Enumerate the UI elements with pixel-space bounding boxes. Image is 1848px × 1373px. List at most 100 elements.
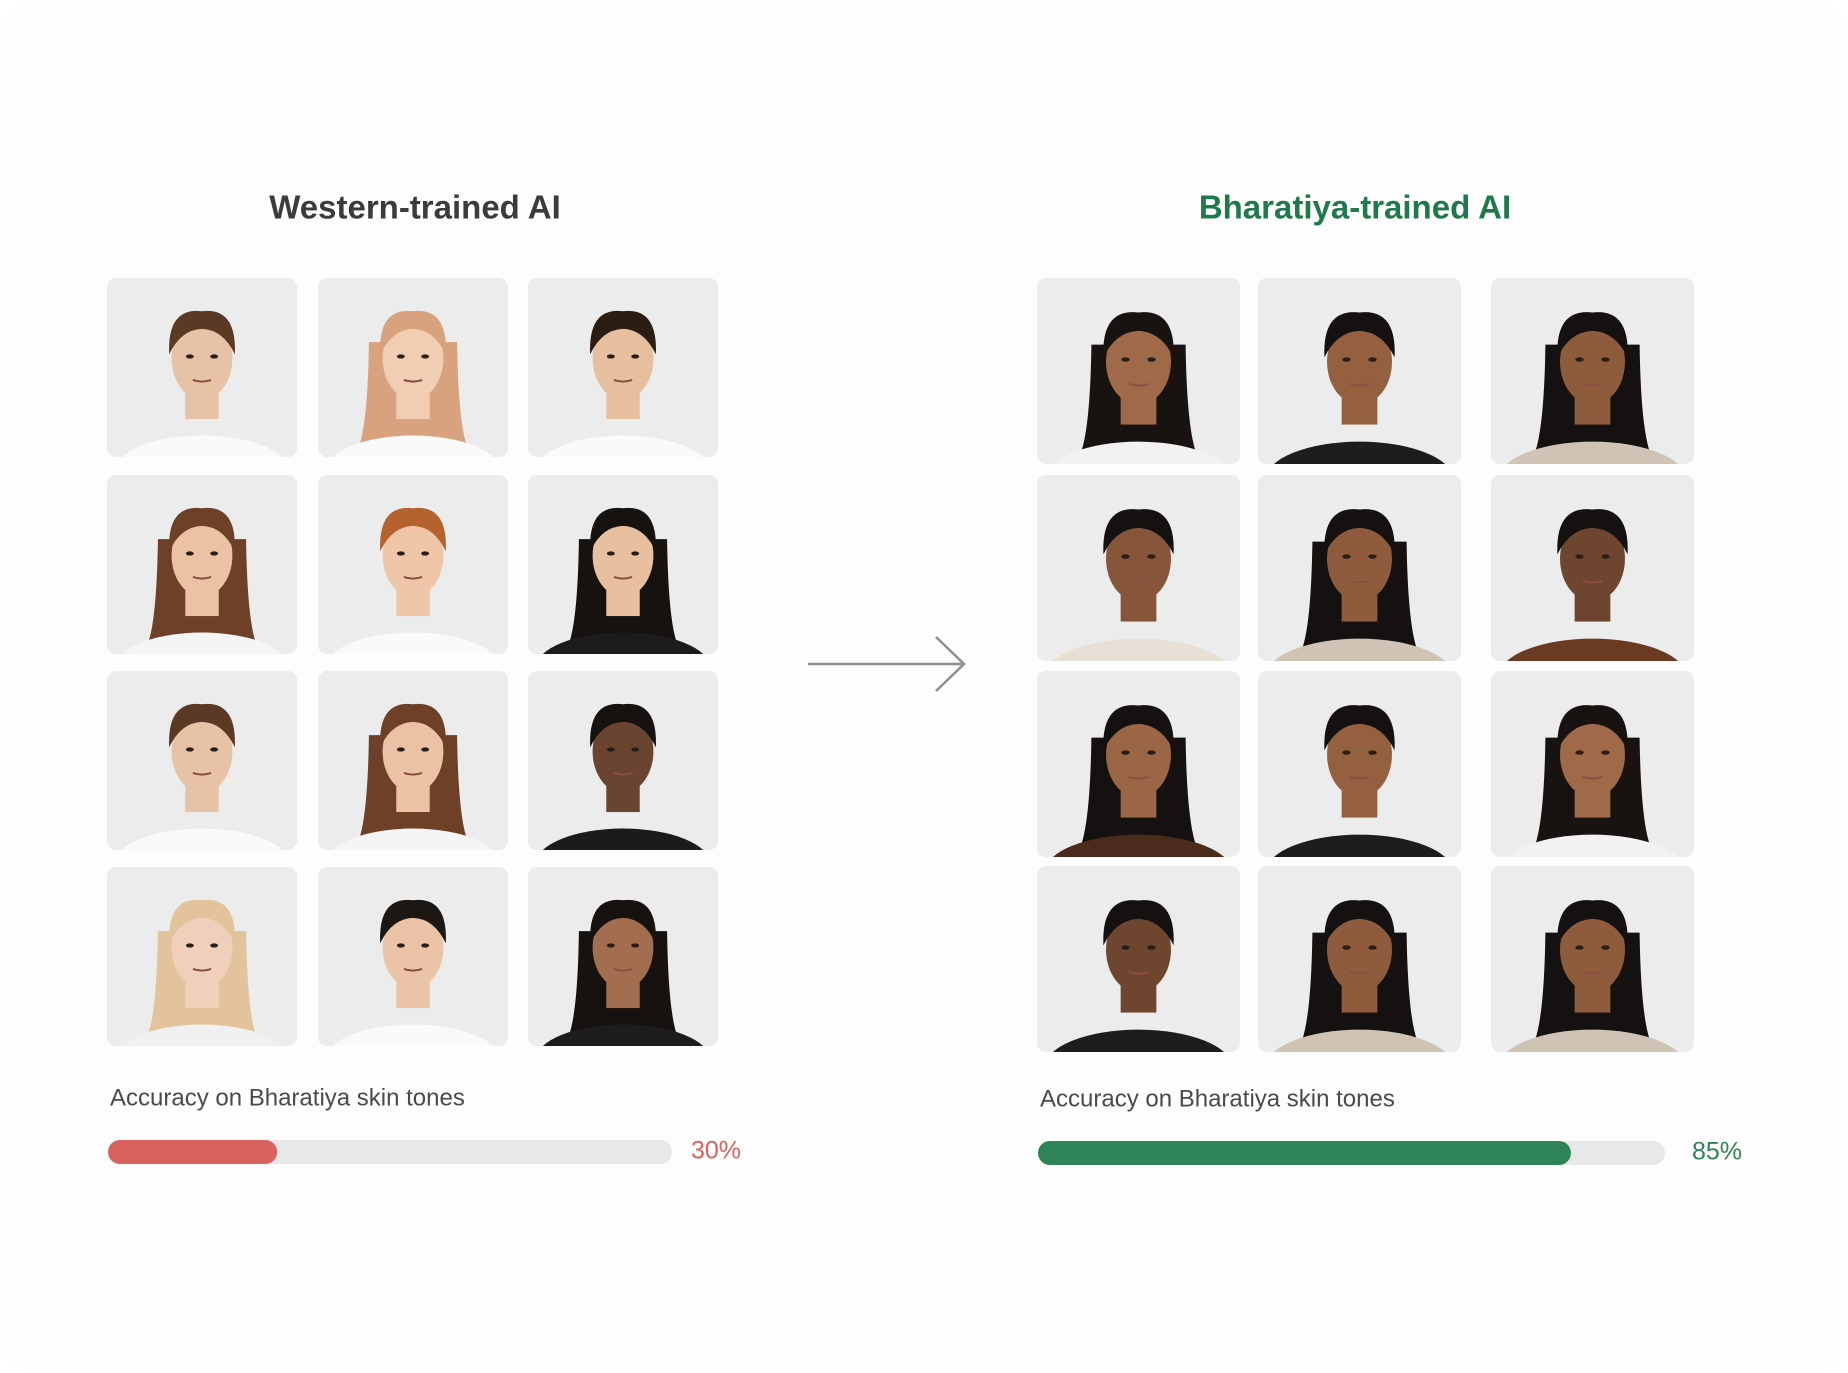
eye: [631, 551, 640, 556]
shoulders: [1045, 441, 1232, 464]
mouth: [403, 379, 423, 383]
head: [1560, 318, 1625, 405]
eye: [421, 551, 430, 556]
shoulders: [1045, 834, 1232, 857]
mouth: [403, 772, 423, 776]
head: [1106, 318, 1171, 405]
shoulders: [325, 435, 501, 457]
hair-top: [169, 310, 235, 355]
face-photo: [1258, 475, 1461, 661]
eye: [1575, 554, 1584, 559]
face-photo: [528, 475, 718, 654]
hair-top: [1324, 509, 1395, 555]
mouth: [1349, 970, 1370, 975]
mouth: [613, 576, 633, 580]
shoulders: [1045, 638, 1232, 661]
hair-top: [590, 899, 656, 944]
shoulders: [1266, 638, 1453, 661]
eye: [606, 747, 615, 752]
shoulders: [1045, 1029, 1232, 1052]
eye: [185, 354, 194, 359]
mouth: [192, 968, 212, 972]
mouth: [1349, 775, 1370, 780]
accuracy-label: Accuracy on Bharatiya skin tones: [110, 1084, 465, 1111]
head: [382, 317, 444, 400]
hair-top: [169, 899, 235, 944]
accuracy-label: Accuracy on Bharatiya skin tones: [1040, 1085, 1395, 1112]
eye: [1368, 750, 1377, 755]
eye: [1575, 945, 1584, 950]
shoulders: [114, 435, 290, 457]
face-photo: [318, 475, 508, 654]
hair-top: [1557, 705, 1628, 751]
shoulders: [535, 828, 711, 850]
hair-top: [1103, 312, 1174, 358]
hair-top: [1324, 705, 1395, 751]
mouth: [1128, 970, 1149, 975]
eye: [1121, 945, 1130, 950]
mouth: [613, 379, 633, 383]
hair-top: [380, 310, 446, 355]
head: [592, 514, 654, 597]
face-photo: [528, 671, 718, 850]
hair-top: [1324, 312, 1395, 358]
face-photo: [1037, 278, 1240, 464]
mouth: [1128, 382, 1149, 387]
head: [1327, 318, 1392, 405]
eye: [185, 551, 194, 556]
eye: [606, 551, 615, 556]
hair-top: [1103, 900, 1174, 946]
arrow: [808, 636, 966, 692]
eye: [1121, 750, 1130, 755]
head: [1327, 711, 1392, 798]
eye: [606, 943, 615, 948]
eye: [1342, 357, 1351, 362]
face-photo: [107, 867, 297, 1046]
head: [1106, 711, 1171, 798]
eye: [1601, 357, 1610, 362]
shoulders: [1266, 834, 1453, 857]
face-photo: [1037, 866, 1240, 1052]
hair-top: [380, 507, 446, 552]
eye: [1368, 554, 1377, 559]
hair-top: [1103, 705, 1174, 751]
eye: [1121, 357, 1130, 362]
shoulders: [535, 632, 711, 654]
accuracy-value: 30%: [691, 1137, 741, 1165]
face-photo: [1258, 671, 1461, 857]
face-photo: [1037, 671, 1240, 857]
hair-top: [590, 507, 656, 552]
hair-top: [1324, 900, 1395, 946]
shoulders: [114, 1024, 290, 1046]
eye: [1601, 945, 1610, 950]
shoulders: [325, 828, 501, 850]
eye: [1147, 357, 1156, 362]
shoulders: [1266, 1029, 1453, 1052]
face-photo: [1491, 866, 1694, 1052]
head: [1560, 906, 1625, 993]
eye: [421, 747, 430, 752]
shoulders: [114, 632, 290, 654]
head: [592, 317, 654, 400]
eye: [631, 354, 640, 359]
mouth: [1349, 579, 1370, 584]
head: [1560, 711, 1625, 798]
eye: [421, 943, 430, 948]
shoulders: [1499, 441, 1686, 464]
eye: [1121, 554, 1130, 559]
face-photo: [107, 278, 297, 457]
panel-title: Bharatiya-trained AI: [1199, 189, 1511, 226]
face-photo: [1258, 278, 1461, 464]
hair-top: [1557, 312, 1628, 358]
face-photo: [1491, 475, 1694, 661]
head: [382, 710, 444, 793]
eye: [1601, 554, 1610, 559]
eye: [1368, 357, 1377, 362]
eye: [1575, 750, 1584, 755]
eye: [1575, 357, 1584, 362]
head: [171, 906, 233, 989]
mouth: [1582, 579, 1603, 584]
eye: [631, 943, 640, 948]
face-photo: [1037, 475, 1240, 661]
